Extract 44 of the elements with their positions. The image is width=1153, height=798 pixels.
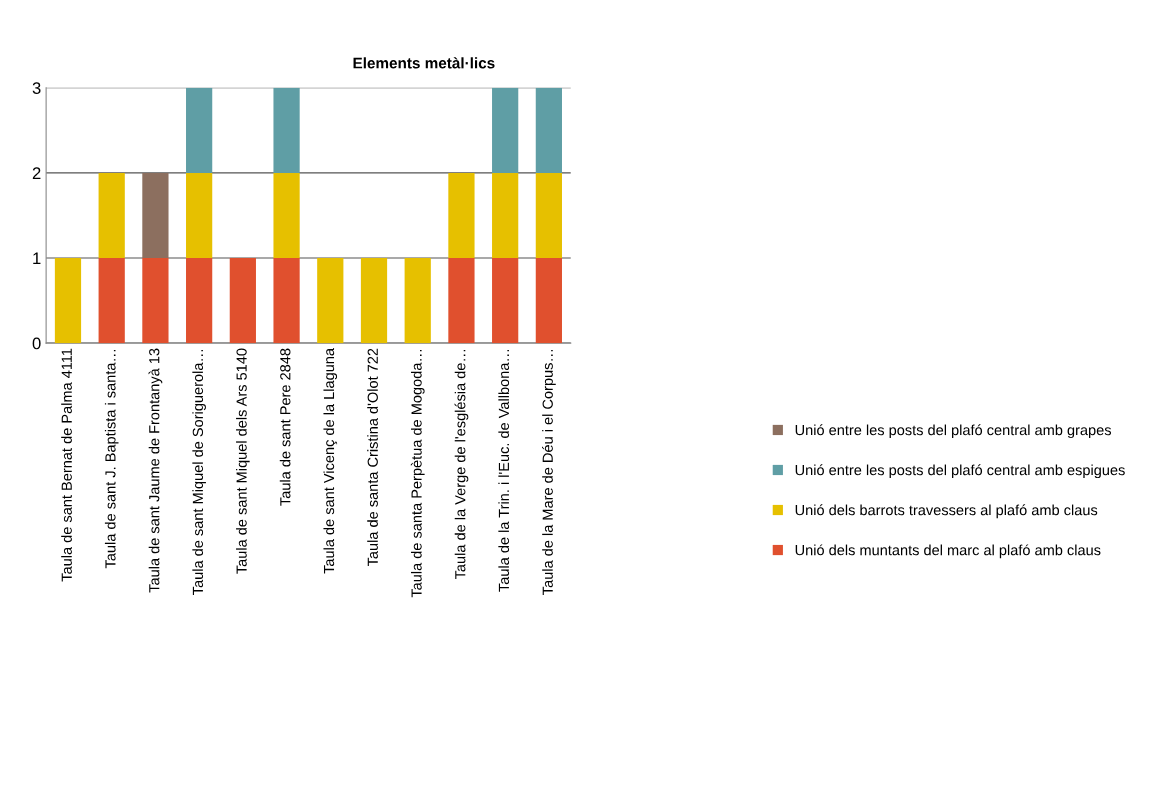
x-tick-label: Taula de sant Miquel dels Ars 5140 [236, 348, 250, 574]
legend-label: Unió entre les posts del plafó central amb espigues [795, 464, 1125, 479]
bar [142, 258, 169, 344]
legend-label: Unió entre les posts del plafó central amb grapes [795, 424, 1112, 439]
chart-title: Elements metàl·lics [353, 57, 495, 69]
bar [448, 172, 475, 259]
x-tick-label: Taula de la Mare de Déu i el Corpus… [541, 349, 556, 595]
bar [273, 258, 300, 344]
bar [273, 172, 300, 259]
x-tick-label: Taula de la Verge de l'església de… [454, 349, 469, 580]
bar [98, 258, 125, 344]
bar [492, 87, 519, 173]
y-tick-label: 1 [33, 252, 41, 265]
bar [186, 258, 213, 344]
x-tick-label: Taula de santa Cristina d'Olot 722 [367, 348, 378, 567]
y-tick-label: 0 [32, 337, 41, 350]
bar [535, 258, 562, 344]
bar [186, 87, 213, 173]
bar [492, 172, 519, 259]
bar [317, 258, 344, 344]
bar [273, 87, 300, 173]
bar [448, 258, 475, 344]
x-tick-label: Taula de santa Perpètua de Mogoda… [410, 349, 425, 598]
bar [54, 258, 82, 344]
x-tick-label: Taula de sant Pere 2848 [279, 348, 291, 506]
x-tick-label: Taula de sant Jaume de Frontanyà 13 [148, 348, 163, 593]
bar [492, 258, 519, 344]
y-tick-label: 2 [32, 167, 41, 179]
bar [186, 172, 213, 259]
legend-label: Unió dels barrots travessers al plafó amb claus [795, 504, 1098, 519]
x-tick-label: Taula de sant Miquel de Soriguerola… [192, 349, 206, 595]
bar [360, 258, 388, 344]
bar [535, 172, 562, 259]
bar [98, 172, 125, 259]
x-tick-label: Taula de sant Bernat de Palma 4111 [61, 348, 72, 582]
y-tick-label: 3 [32, 82, 41, 94]
bar [229, 258, 256, 344]
bar [142, 172, 169, 259]
legend-label: Unió dels muntants del marc al plafó amb claus [795, 544, 1101, 559]
x-tick-label: Taula de sant J. Baptista i santa… [104, 349, 119, 569]
bar [535, 87, 562, 173]
x-tick-label: Taula de la Trin. i l'Euc. de Vallbona… [498, 349, 510, 592]
x-tick-label: Taula de sant Vicenç de la Llaguna [323, 347, 338, 574]
bar [404, 258, 431, 344]
